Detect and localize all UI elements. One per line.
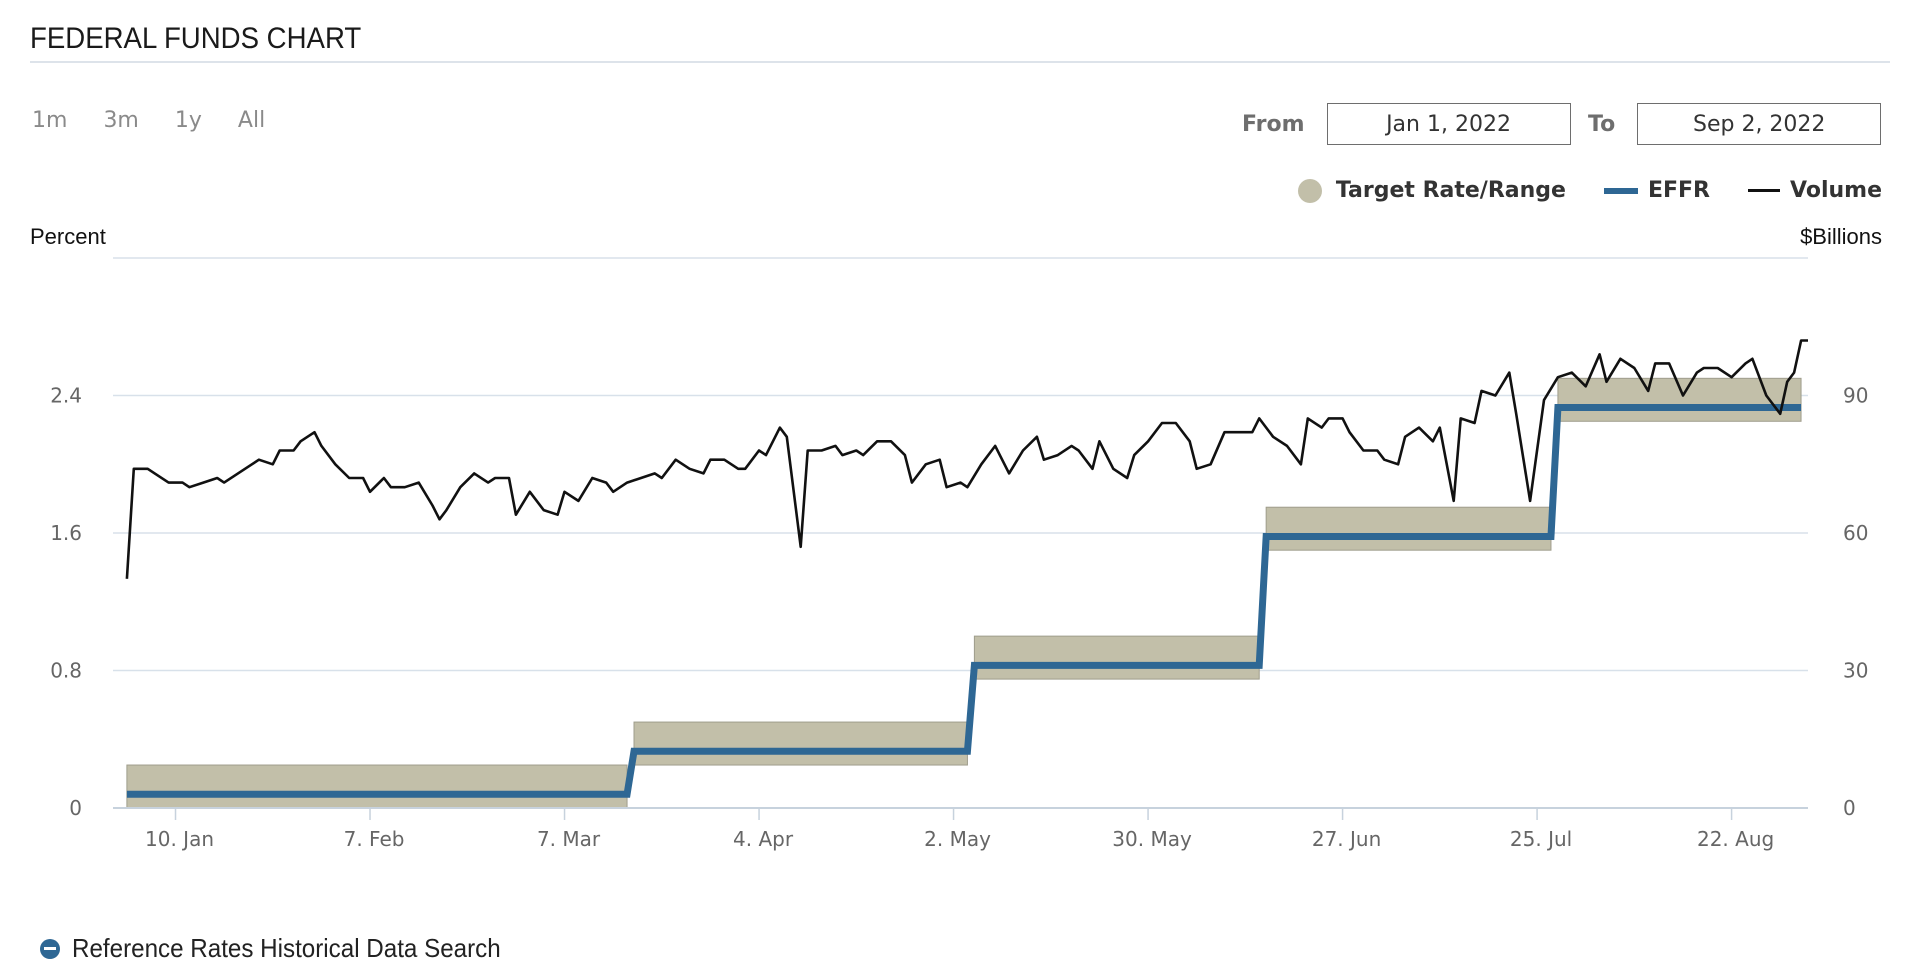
to-label: To [1588,111,1616,137]
y-left-tick-label: 2.4 [50,384,82,408]
volume-line [125,339,1808,579]
x-tick-label: 7. Mar [537,827,601,851]
effr-swatch-icon [1603,187,1638,194]
x-tick-label: 30. May [1112,827,1192,851]
left-axis-title: Percent [30,224,106,249]
legend-item-target-rate[interactable]: Target Rate/Range [1297,178,1566,203]
x-tick-label: 10. Jan [145,827,214,851]
legend-item-volume[interactable]: Volume [1748,178,1882,203]
legend-label-target: Target Rate/Range [1335,178,1566,203]
y-left-tick-label: 1.6 [50,521,82,545]
legend-label-effr: EFFR [1647,178,1710,203]
to-date-group: To [1588,103,1882,145]
target-swatch-icon [1297,178,1322,203]
chart-legend: Target Rate/Range EFFR Volume [1260,178,1882,203]
range-button-1m[interactable]: 1m [32,108,68,133]
x-tick-label: 27. Jun [1312,827,1381,851]
range-button-3m[interactable]: 3m [103,108,139,133]
to-date-input[interactable] [1637,103,1882,145]
from-label: From [1242,111,1305,137]
title-divider [30,61,1890,63]
effr-line [126,404,1802,798]
historical-search-label: Reference Rates Historical Data Search [72,933,501,963]
right-axis-title: $Billions [1800,224,1882,249]
collapse-minus-icon [40,938,60,959]
x-tick-label: 2. May [924,827,991,851]
historical-search-link[interactable]: Reference Rates Historical Data Search [40,933,533,964]
range-button-1y[interactable]: 1y [174,108,202,133]
y-right-tick-label: 0 [1843,796,1856,820]
target-range-band [633,721,968,766]
x-tick-label: 4. Apr [733,827,794,851]
legend-label-volume: Volume [1790,178,1882,203]
target-range-band [126,764,628,809]
y-right-tick-label: 60 [1843,521,1868,545]
from-date-group: From [1242,103,1571,145]
from-date-input[interactable] [1326,103,1571,145]
y-left-tick-label: 0.8 [50,659,82,683]
target-range-band [973,635,1260,680]
page-title: FEDERAL FUNDS CHART [30,22,362,55]
target-range-band [1265,506,1552,551]
volume-swatch-icon [1748,189,1780,192]
y-right-tick-label: 30 [1843,659,1868,683]
range-selector: 1m 3m 1y All [32,108,301,133]
x-tick-label: 22. Aug [1697,827,1774,851]
y-right-tick-label: 90 [1843,384,1868,408]
legend-item-effr[interactable]: EFFR [1603,178,1710,203]
range-button-all[interactable]: All [237,108,266,133]
y-left-tick-label: 0 [69,796,82,820]
x-tick-label: 25. Jul [1510,827,1572,851]
x-tick-label: 7. Feb [344,827,405,851]
